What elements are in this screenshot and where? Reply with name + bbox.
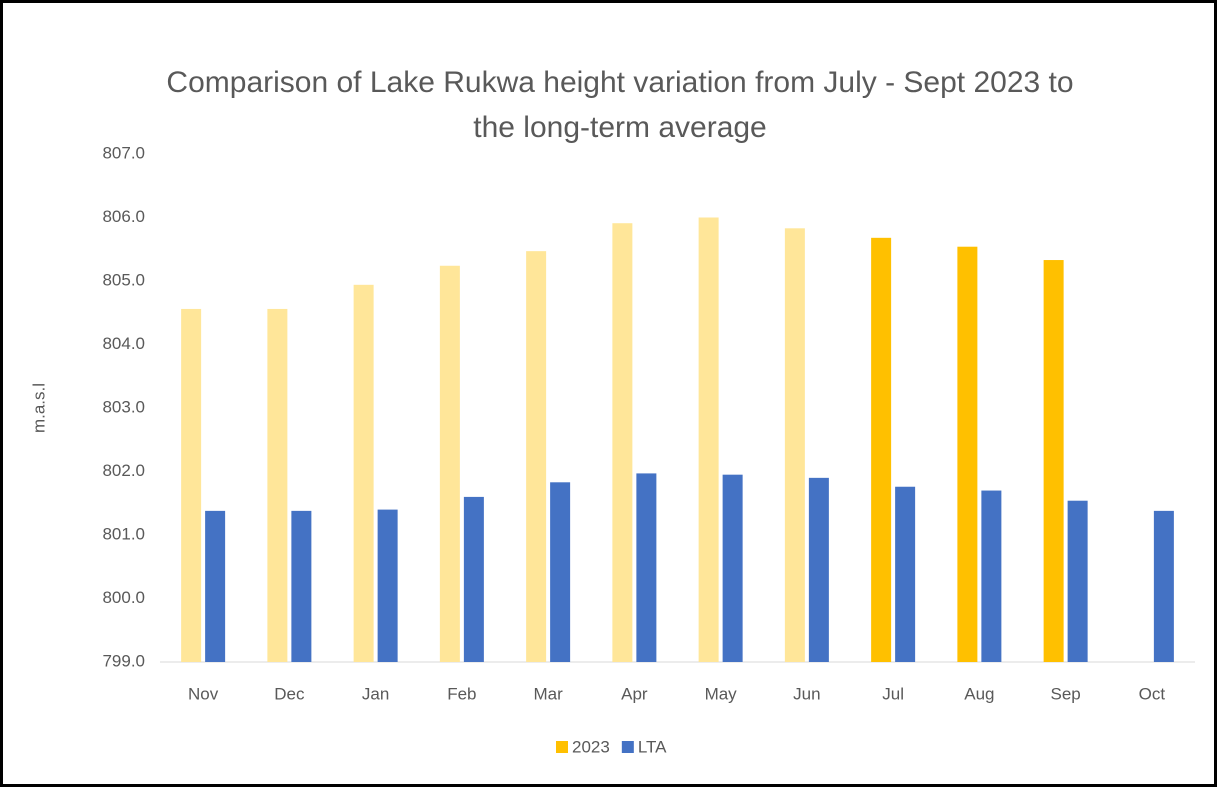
y-tick-label: 800.0 [102, 588, 145, 607]
x-tick-label: Nov [188, 684, 219, 703]
bar [636, 473, 657, 662]
bar [181, 308, 202, 662]
legend-swatch [621, 741, 634, 753]
y-tick-label: 804.0 [102, 334, 145, 353]
x-tick-label: Jun [793, 684, 820, 703]
y-tick-label: 802.0 [102, 461, 145, 480]
bar [1067, 500, 1088, 662]
bar [722, 474, 743, 662]
y-tick-label: 806.0 [102, 207, 145, 226]
x-tick-label: Apr [621, 684, 648, 703]
bar [698, 217, 719, 662]
y-tick-label: 805.0 [102, 270, 145, 289]
bar [612, 223, 633, 662]
x-tick-label: Dec [274, 684, 305, 703]
chart-title: Comparison of Lake Rukwa height variatio… [166, 66, 1074, 144]
y-axis-label: m.a.s.l [29, 383, 48, 433]
bar [1153, 510, 1174, 662]
bar [871, 237, 892, 662]
bar [205, 510, 226, 662]
y-tick-label: 801.0 [102, 524, 145, 543]
bar [439, 265, 460, 662]
bar [291, 510, 312, 662]
bar [808, 477, 829, 662]
x-tick-label: Sep [1051, 684, 1081, 703]
y-tick-label: 807.0 [102, 143, 145, 162]
x-tick-label: Jul [882, 684, 904, 703]
bar [895, 486, 916, 662]
x-tick-label: Jan [362, 684, 389, 703]
x-tick-label: Oct [1139, 684, 1166, 703]
bar [463, 496, 484, 662]
y-tick-label: 799.0 [102, 651, 145, 670]
bar [377, 509, 398, 662]
bar [353, 284, 374, 662]
bar [550, 482, 571, 662]
x-tick-label: May [705, 684, 738, 703]
y-tick-label: 803.0 [102, 397, 145, 416]
x-tick-label: Aug [964, 684, 994, 703]
x-tick-label: Feb [447, 684, 476, 703]
bar [526, 251, 547, 662]
bar [267, 308, 288, 662]
legend-label: LTA [638, 737, 667, 756]
legend-label: 2023 [572, 737, 610, 756]
bar [957, 246, 978, 662]
legend-swatch [556, 741, 568, 753]
x-tick-label: Mar [533, 684, 563, 703]
bar [981, 490, 1002, 662]
bar [1043, 260, 1064, 662]
bar [784, 228, 805, 663]
